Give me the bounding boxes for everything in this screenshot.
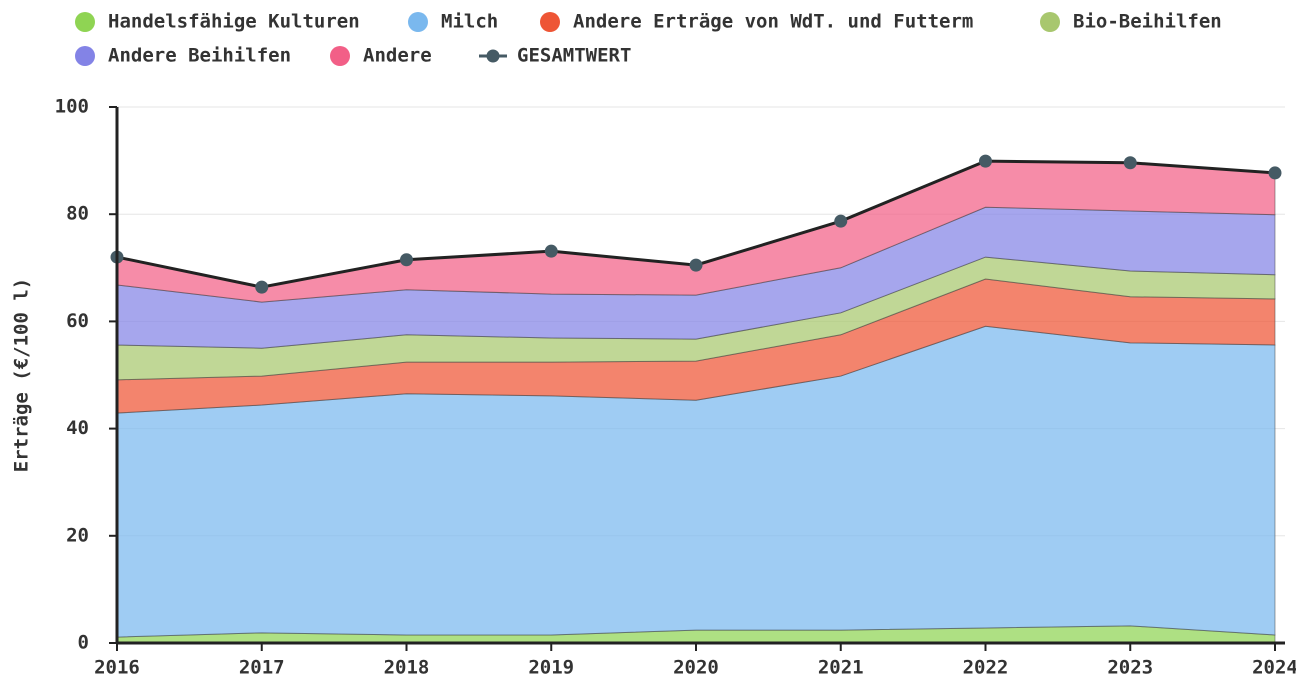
y-tick-label: 100 — [55, 96, 89, 118]
total-marker — [834, 214, 848, 228]
legend-swatch — [1040, 12, 1060, 32]
x-tick-label: 2018 — [384, 657, 430, 679]
legend-label: Andere Erträge von WdT. und Futterm — [573, 11, 973, 33]
legend-label: Andere Beihilfen — [108, 45, 291, 67]
x-tick-label: 2023 — [1107, 657, 1153, 679]
x-tick-label: 2021 — [818, 657, 864, 679]
total-marker — [544, 244, 558, 258]
total-marker — [1268, 166, 1282, 180]
legend-swatch — [75, 46, 95, 66]
legend-label: Handelsfähige Kulturen — [108, 11, 360, 33]
x-tick-label: 2017 — [239, 657, 285, 679]
y-tick-label: 80 — [66, 203, 89, 225]
legend-item: Andere Beihilfen — [75, 45, 291, 67]
y-tick-label: 60 — [66, 310, 89, 332]
legend-swatch — [540, 12, 560, 32]
total-marker — [1123, 156, 1137, 170]
x-tick-label: 2024 — [1252, 657, 1296, 679]
total-marker — [400, 253, 413, 267]
legend-item: Andere Erträge von WdT. und Futterm — [540, 11, 973, 33]
x-tick-label: 2019 — [528, 657, 574, 679]
legend-item: Andere — [330, 45, 432, 67]
y-tick-label: 20 — [66, 524, 89, 546]
y-axis-title: Erträge (€/100 l) — [11, 278, 33, 472]
y-tick-label: 40 — [66, 417, 89, 439]
total-marker — [255, 280, 269, 294]
legend-label: Bio-Beihilfen — [1073, 11, 1222, 33]
x-tick-label: 2022 — [963, 657, 1009, 679]
legend-item: Handelsfähige Kulturen — [75, 11, 360, 33]
total-marker — [689, 258, 703, 272]
legend-label: Milch — [441, 11, 498, 33]
legend-item: Bio-Beihilfen — [1040, 11, 1222, 33]
y-tick-label: 0 — [78, 632, 89, 654]
x-tick-label: 2016 — [94, 657, 140, 679]
legend-label: GESAMTWERT — [517, 45, 631, 67]
legend-item: GESAMTWERT — [479, 45, 631, 67]
legend-swatch — [330, 46, 350, 66]
legend-swatch — [75, 12, 95, 32]
x-tick-label: 2020 — [673, 657, 719, 679]
legend-swatch — [408, 12, 428, 32]
total-marker — [979, 154, 992, 168]
legend-label: Andere — [363, 45, 432, 67]
legend-swatch — [486, 49, 500, 63]
legend-item: Milch — [408, 11, 498, 33]
